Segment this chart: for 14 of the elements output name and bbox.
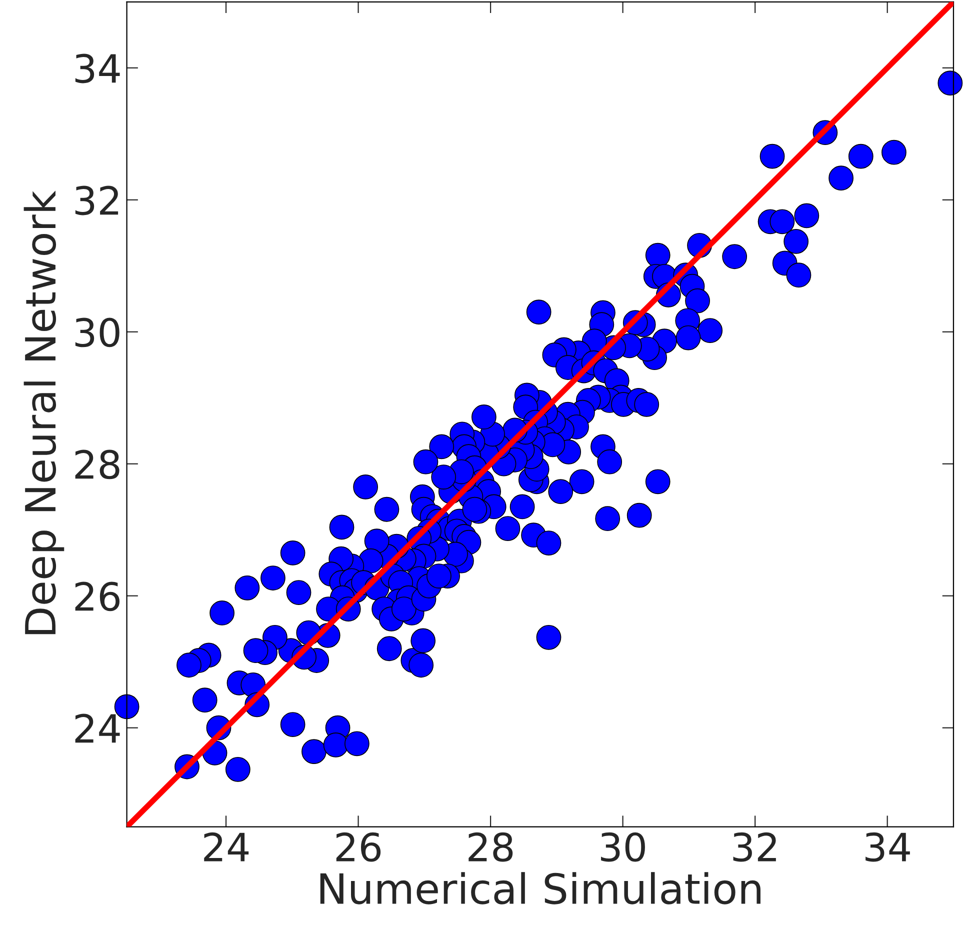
x-tick-label: 34 [866,832,910,862]
y-tick-label: 32 [75,186,118,216]
y-tick-label: 34 [75,54,120,84]
y-tick-label: 30 [75,318,120,348]
x-tick-label: 32 [733,832,776,862]
x-axis-title: Numerical Simulation [320,872,760,904]
y-tick-label: 28 [75,450,120,480]
x-tick-label: 30 [601,832,645,862]
y-tick-label: 24 [75,714,120,743]
y-axis-title: Deep Neural Network [24,190,64,634]
x-tick-label: 24 [204,832,249,862]
x-tick-label: 26 [336,832,381,862]
x-tick-label: 28 [468,832,513,862]
y-tick-label: 26 [75,582,120,612]
